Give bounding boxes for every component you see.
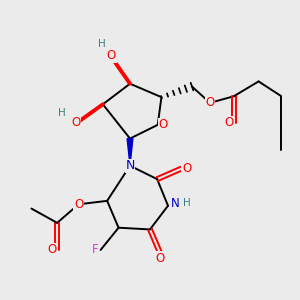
- Text: F: F: [92, 244, 99, 256]
- Text: N: N: [171, 197, 179, 210]
- Text: O: O: [71, 116, 80, 129]
- Text: O: O: [206, 96, 214, 110]
- Text: O: O: [182, 162, 191, 175]
- Text: O: O: [47, 244, 57, 256]
- Text: O: O: [155, 251, 165, 265]
- Text: O: O: [224, 116, 233, 129]
- Text: O: O: [158, 118, 167, 131]
- Text: H: H: [98, 39, 105, 49]
- Text: N: N: [125, 159, 135, 172]
- Text: H: H: [58, 108, 65, 118]
- Text: O: O: [74, 198, 83, 211]
- Polygon shape: [127, 139, 133, 166]
- Text: H: H: [183, 198, 190, 208]
- Text: O: O: [107, 49, 116, 62]
